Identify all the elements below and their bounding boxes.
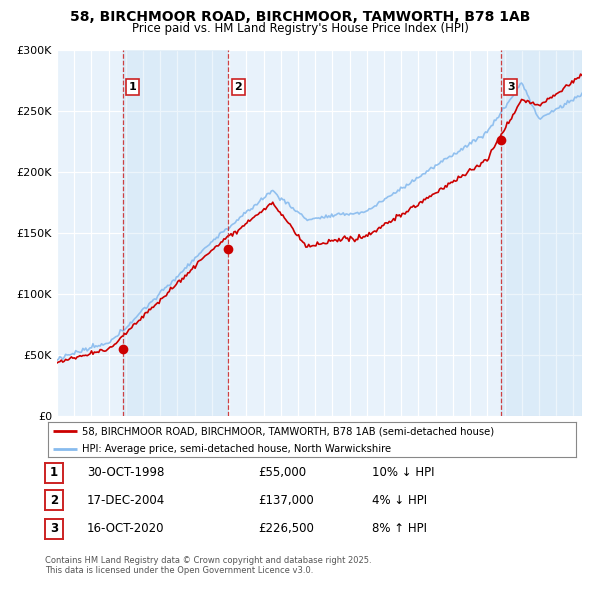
Text: 2: 2 <box>50 494 58 507</box>
Text: 2: 2 <box>235 82 242 91</box>
Text: £137,000: £137,000 <box>258 494 314 507</box>
Text: 58, BIRCHMOOR ROAD, BIRCHMOOR, TAMWORTH, B78 1AB: 58, BIRCHMOOR ROAD, BIRCHMOOR, TAMWORTH,… <box>70 10 530 24</box>
Text: 10% ↓ HPI: 10% ↓ HPI <box>372 466 434 479</box>
Text: 1: 1 <box>129 82 137 91</box>
Text: Price paid vs. HM Land Registry's House Price Index (HPI): Price paid vs. HM Land Registry's House … <box>131 22 469 35</box>
Text: 30-OCT-1998: 30-OCT-1998 <box>87 466 164 479</box>
Text: 17-DEC-2004: 17-DEC-2004 <box>87 494 165 507</box>
Text: 3: 3 <box>507 82 515 91</box>
Text: 1: 1 <box>50 466 58 479</box>
Text: £55,000: £55,000 <box>258 466 306 479</box>
Text: 58, BIRCHMOOR ROAD, BIRCHMOOR, TAMWORTH, B78 1AB (semi-detached house): 58, BIRCHMOOR ROAD, BIRCHMOOR, TAMWORTH,… <box>82 426 494 436</box>
Text: Contains HM Land Registry data © Crown copyright and database right 2025.
This d: Contains HM Land Registry data © Crown c… <box>45 556 371 575</box>
Text: HPI: Average price, semi-detached house, North Warwickshire: HPI: Average price, semi-detached house,… <box>82 444 391 454</box>
Bar <box>123 50 229 416</box>
Text: 3: 3 <box>50 522 58 535</box>
Text: 16-OCT-2020: 16-OCT-2020 <box>87 522 164 535</box>
Text: £226,500: £226,500 <box>258 522 314 535</box>
Text: 8% ↑ HPI: 8% ↑ HPI <box>372 522 427 535</box>
Text: 4% ↓ HPI: 4% ↓ HPI <box>372 494 427 507</box>
Bar <box>501 50 582 416</box>
